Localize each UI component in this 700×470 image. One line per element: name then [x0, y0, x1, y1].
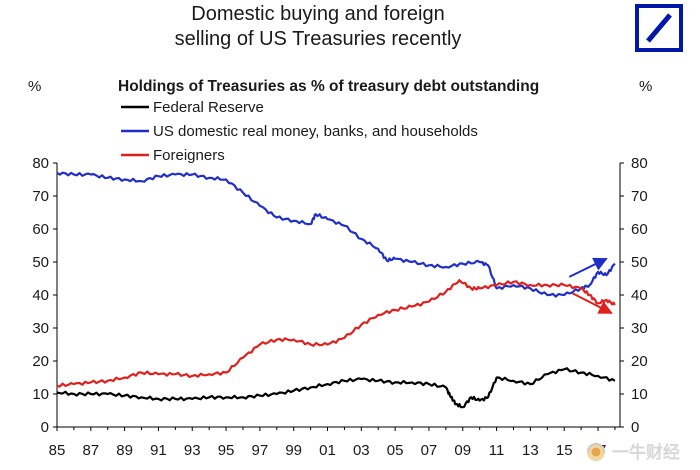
left-axis-unit: %: [28, 78, 41, 95]
y-tick-label-right: 0: [631, 419, 639, 436]
y-tick-label-right: 20: [631, 353, 648, 370]
y-tick-label-left: 0: [41, 419, 49, 436]
y-ticks: 0 0 10 10 20 20 30 30 40 40 50 50 60 60 70 70 80 80: [32, 155, 647, 436]
y-tick-label-right: 40: [631, 287, 648, 304]
y-tick-label-left: 20: [32, 353, 49, 370]
x-tick-label: 09: [454, 442, 471, 459]
y-tick-label-left: 30: [32, 320, 49, 337]
x-tick-label: 85: [49, 442, 66, 459]
legend-label-federal-reserve: Federal Reserve: [153, 99, 264, 116]
x-tick-label: 05: [387, 442, 404, 459]
y-tick-label-left: 60: [32, 221, 49, 238]
deutsche-bank-logo: [635, 4, 683, 52]
x-tick-label: 99: [285, 442, 302, 459]
x-tick-label: 13: [522, 442, 539, 459]
x-tick-label: 15: [556, 442, 573, 459]
x-tick-label: 93: [184, 442, 201, 459]
y-tick-label-right: 50: [631, 254, 648, 271]
y-tick-label-left: 10: [32, 386, 49, 403]
right-axis-unit: %: [639, 78, 652, 95]
y-tick-label-left: 80: [32, 155, 49, 172]
x-tick-label: 97: [252, 442, 269, 459]
x-tick-label: 11: [489, 442, 505, 459]
series-line-foreigners: [56, 279, 616, 388]
y-tick-label-right: 60: [631, 221, 648, 238]
y-tick-label-left: 50: [32, 254, 49, 271]
annotation-arrow-up: [568, 257, 608, 278]
x-tick-label: 89: [116, 442, 133, 459]
series-line-us-domestic: [56, 171, 616, 298]
x-tick-label: 95: [218, 442, 235, 459]
annotations: [568, 257, 613, 315]
y-tick-label-right: 70: [631, 188, 648, 205]
annotation-arrow-down: [572, 292, 613, 315]
y-tick-label-right: 10: [631, 386, 648, 403]
x-tick-label: 07: [421, 442, 438, 459]
y-tick-label-right: 30: [631, 320, 648, 337]
series-lines: [56, 171, 616, 409]
y-tick-label-left: 70: [32, 188, 49, 205]
watermark: 一牛财经: [587, 442, 680, 462]
x-tick-label: 03: [353, 442, 370, 459]
chart-title-line-2: selling of US Treasuries recently: [175, 28, 462, 50]
sun-swirl-icon: [587, 443, 605, 461]
x-tick-label: 87: [82, 442, 99, 459]
x-tick-label: 01: [319, 442, 336, 459]
y-tick-label-right: 80: [631, 155, 648, 172]
legend-label-foreigners: Foreigners: [153, 147, 225, 164]
y-tick-label-left: 40: [32, 287, 49, 304]
watermark-text: 一牛财经: [612, 442, 680, 462]
chart-title-line-1: Domestic buying and foreign: [191, 3, 444, 25]
x-ticks: 8587899193959799010305070911131517: [49, 427, 616, 459]
series-line-federal-reserve: [56, 367, 616, 409]
legend-label-us-domestic: US domestic real money, banks, and house…: [153, 123, 478, 140]
x-tick-label: 91: [150, 442, 167, 459]
legend: Federal Reserve US domestic real money, …: [121, 99, 478, 164]
chart-subtitle: Holdings of Treasuries as % of treasury …: [118, 78, 539, 95]
